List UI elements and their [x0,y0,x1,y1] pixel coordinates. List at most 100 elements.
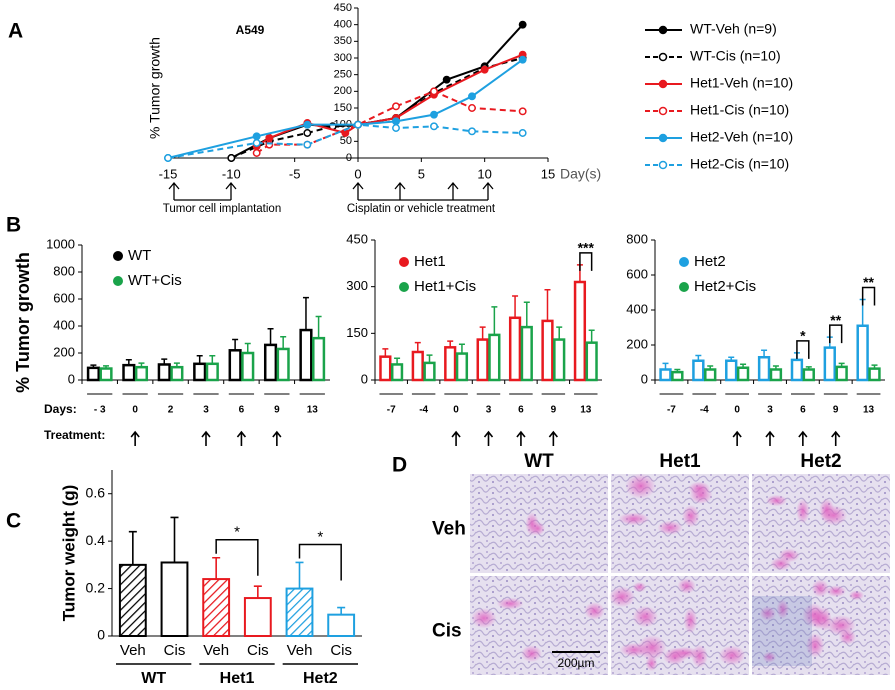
y-tick-label: 300 [346,278,368,293]
error-bar [212,556,221,580]
error-bar [90,364,97,368]
x-tick-label: Veh [287,642,313,659]
point [430,110,438,119]
bar [671,370,684,382]
arrow [272,430,282,446]
point [252,139,261,147]
x-tick-label: Veh [203,642,229,659]
error-bar [161,358,168,365]
x-tick-label: -10 [222,166,241,181]
series-line [167,58,524,159]
bar [193,362,207,382]
stain [521,645,543,663]
y-tick-label: 0 [346,152,352,164]
legend-marker [658,133,668,143]
stain [762,651,777,663]
bar [802,368,815,382]
error-bar [244,342,251,353]
significance-bracket [215,538,259,576]
y-tick-label: 150 [346,325,368,340]
series-line [256,90,523,154]
error-bar [173,362,180,368]
bar [263,343,278,382]
stain [584,602,605,620]
error-bar [267,327,274,345]
error-bar [556,326,563,340]
error-bar [394,357,401,365]
arrow [765,430,775,446]
error-bar [761,349,768,358]
bar [868,367,881,382]
x-tick-label: -7 [387,405,396,416]
y-tick-label: 0 [641,371,648,386]
x-axis-label: Day(s) [560,166,601,182]
x-tick-label: 0 [734,405,740,416]
y-tick-label: 200 [53,344,75,359]
bar [823,346,836,382]
error-bar [382,348,389,357]
y-tick-label: 600 [626,266,648,281]
annotation: Tumor cell implantation [163,203,281,215]
point [252,132,261,141]
y-tick-label: 0 [97,627,105,643]
histology-image [752,474,890,573]
x-tick-label: 3 [767,405,773,416]
x-tick-label: Cis [247,642,269,659]
bar [736,366,750,382]
point [442,75,451,84]
stain [670,646,699,660]
bar [243,597,272,637]
stain [608,586,636,608]
legend-marker [658,25,668,35]
arrow [831,430,841,446]
legend-label: Het1-Cis (n=10) [690,102,789,118]
bar [134,365,149,382]
point [518,129,527,137]
error-bar [138,362,145,368]
error-bar [707,365,714,370]
arrow [236,430,247,446]
bar [423,361,436,382]
stain [805,632,825,658]
error-bar [662,362,669,370]
legend-label: Het2+Cis [694,278,756,295]
stain [718,645,746,666]
y-tick-label: 450 [334,2,352,14]
point [468,127,476,136]
bar [160,561,189,637]
y-tick-label: 450 [346,231,368,246]
legend-marker [658,160,668,170]
y-axis-label: Tumor weight (g) [59,485,78,622]
point [392,124,400,132]
error-bar [414,341,421,352]
x-tick-label: Veh [120,642,146,659]
point [468,92,476,101]
bar [444,346,457,382]
bar [541,319,554,382]
point [227,154,236,162]
stain [796,498,810,524]
y-tick-label: 0.6 [86,484,106,500]
stain [848,590,865,601]
point [480,65,489,74]
error-bar [695,354,702,361]
arrow [130,430,140,446]
x-tick-label: 3 [486,405,492,416]
y-axis-label: % Tumor growth [147,37,163,139]
point [392,102,400,111]
stain [682,504,700,528]
legend-marker [679,282,689,292]
legend-label: Het1 [414,253,446,270]
group-label: Het1 [220,670,255,687]
bar [725,359,738,382]
arrow [451,430,461,446]
row-title: Treatment: [44,428,105,442]
stain [625,473,656,499]
error-bar [458,343,465,354]
x-tick-label: Cis [164,642,186,659]
point [354,120,362,129]
legend-label: Het1-Veh (n=10) [690,75,793,91]
significance: *** [578,240,595,256]
point [430,122,438,131]
